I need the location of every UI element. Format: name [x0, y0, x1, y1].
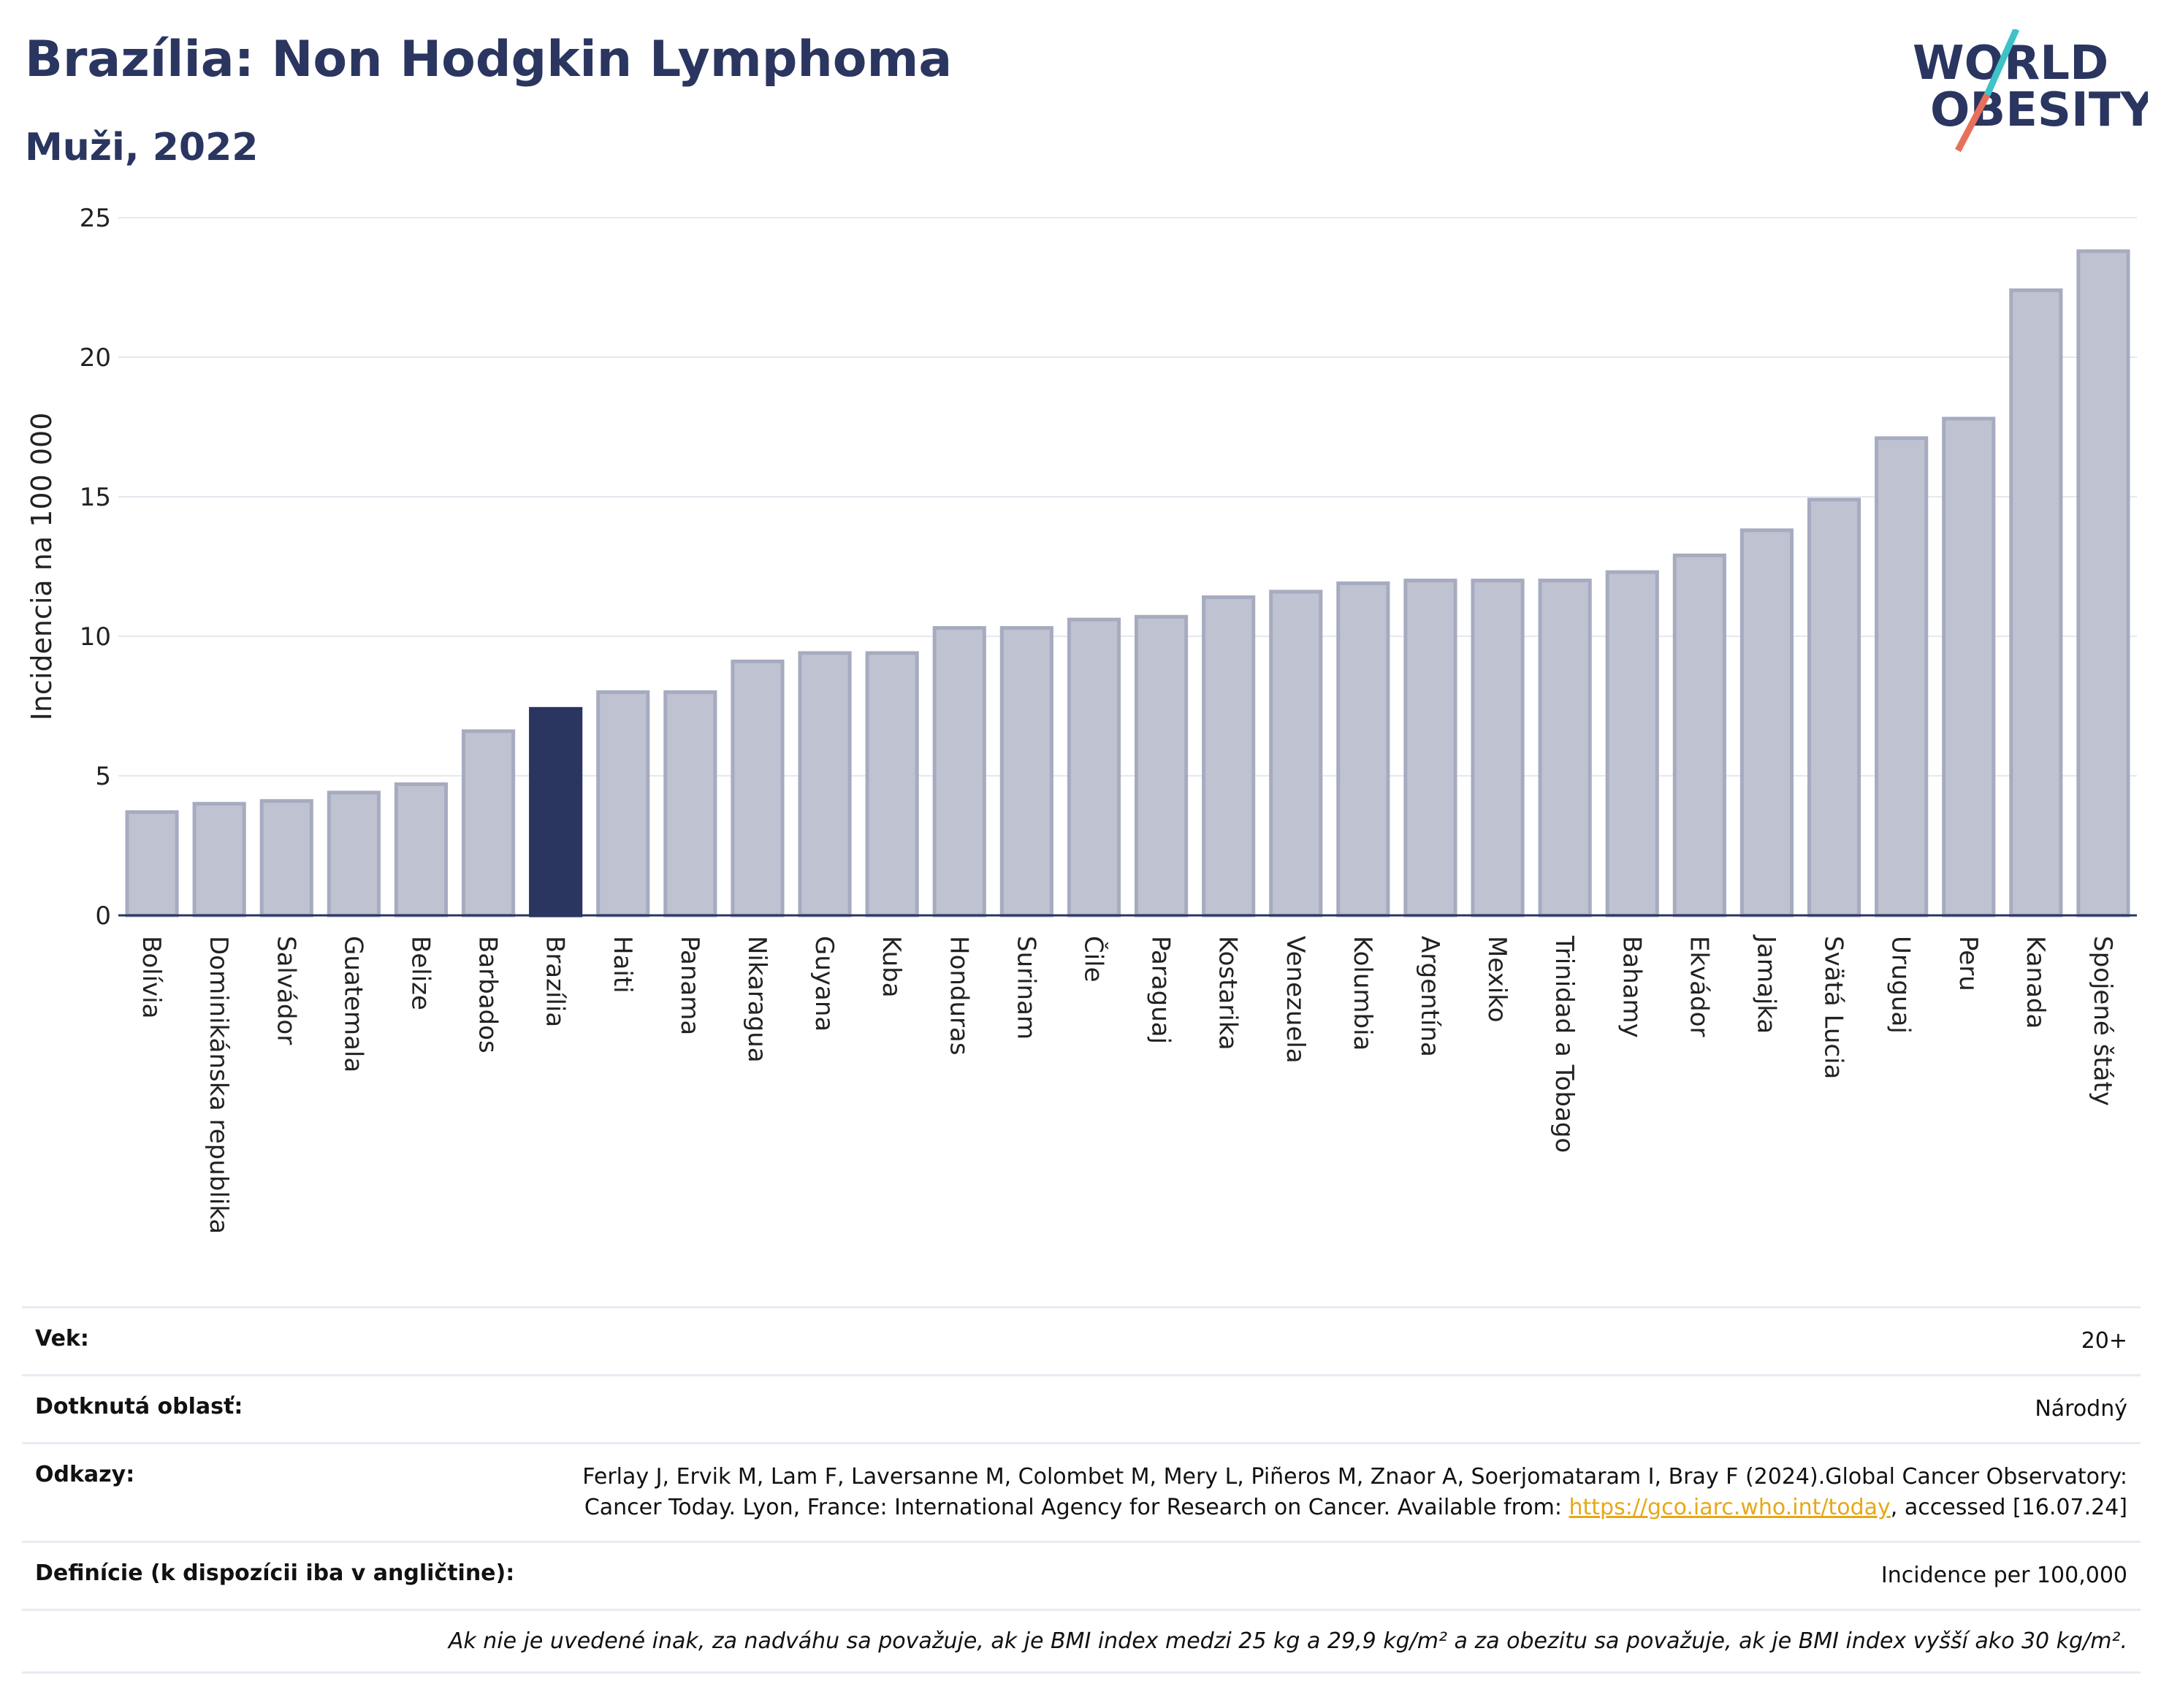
logo-slash-bottom — [1955, 93, 1990, 153]
page-title: Brazília: Non Hodgkin Lymphoma — [25, 31, 953, 88]
references-value: Ferlay J, Ervik M, Lam F, Laversanne M, … — [557, 1462, 2127, 1523]
x-tick-label: Guatemala — [338, 936, 367, 1072]
references-link[interactable]: https://gco.iarc.who.int/today — [1569, 1495, 1891, 1520]
x-tick-label: Ekvádor — [1684, 936, 1713, 1037]
x-tick-label: Dominikánska republika — [204, 936, 233, 1234]
bar — [1672, 553, 1726, 918]
x-tick-label: Kolumbia — [1348, 936, 1377, 1051]
x-tick-label: Uruguaj — [1886, 936, 1916, 1034]
bar — [865, 651, 919, 918]
y-axis-label: Incidencia na 100 000 — [26, 413, 58, 721]
y-tick-label: 20 — [80, 343, 111, 373]
area-label: Dotknutá oblasť: — [35, 1394, 243, 1419]
x-tick-label: Guyana — [809, 936, 839, 1032]
bar — [1739, 528, 1794, 918]
meta-row-definitions: Definície (k dispozícii iba v angličtine… — [22, 1541, 2141, 1609]
bar — [327, 790, 381, 918]
bar — [2009, 288, 2063, 918]
x-tick-label: Svätá Lucia — [1819, 936, 1848, 1079]
bar — [1875, 436, 1929, 918]
page-subtitle: Muži, 2022 — [25, 126, 259, 169]
bar — [461, 729, 516, 918]
bar — [1605, 570, 1659, 918]
bar — [1471, 579, 1525, 918]
bar — [731, 659, 785, 918]
x-tick-label: Nikaragua — [742, 936, 771, 1063]
x-tick-label: Kuba — [877, 936, 906, 998]
age-label: Vek: — [35, 1326, 89, 1351]
x-tick-label: Trinidad a Tobago — [1550, 935, 1579, 1153]
metadata-table: Vek: 20+ Dotknutá oblasť: Národný Odkazy… — [22, 1306, 2141, 1674]
bar — [1336, 581, 1390, 918]
bar — [1269, 590, 1323, 918]
bar — [192, 801, 246, 918]
area-value: Národný — [2035, 1396, 2127, 1422]
x-tick-label: Kostarika — [1213, 936, 1243, 1051]
age-value: 20+ — [2081, 1328, 2127, 1354]
bar — [1067, 617, 1121, 918]
meta-row-references: Odkazy: Ferlay J, Ervik M, Lam F, Lavers… — [22, 1442, 2141, 1541]
x-tick-label: Honduras — [944, 936, 973, 1056]
x-tick-label: Belize — [405, 936, 435, 1010]
world-obesity-logo: WORLD OBESITY — [1913, 29, 2148, 153]
bar — [596, 690, 650, 918]
x-tick-label: Paraguaj — [1146, 936, 1175, 1044]
bar — [999, 626, 1053, 918]
x-tick-label: Haiti — [608, 936, 637, 994]
x-tick-label: Mexiko — [1482, 936, 1512, 1023]
x-tick-label: Kanada — [2021, 936, 2050, 1029]
x-tick-label: Jamajka — [1751, 934, 1780, 1034]
bar — [1538, 579, 1592, 918]
bar — [932, 626, 986, 918]
bar — [663, 690, 717, 918]
bar — [125, 810, 179, 918]
logo-slash-top — [1983, 29, 2020, 96]
y-tick-label: 25 — [80, 204, 111, 233]
x-tick-label: Bahamy — [1617, 936, 1646, 1038]
x-tick-label: Čile — [1078, 936, 1108, 983]
meta-row-note: Ak nie je uvedené inak, za nadváhu sa po… — [22, 1609, 2141, 1674]
footnote: Ak nie je uvedené inak, za nadváhu sa po… — [448, 1628, 2127, 1654]
y-tick-label: 15 — [80, 483, 111, 512]
bar-chart: 0 5 10 15 20 25 Incidencia na 100 000 Bolívia Do… — [26, 204, 2137, 1234]
bar — [798, 651, 852, 918]
references-label: Odkazy: — [35, 1462, 135, 1487]
y-tick-label: 0 — [95, 901, 111, 931]
x-tick-label: Bolívia — [137, 936, 166, 1018]
bar — [394, 782, 449, 918]
references-accessed: , accessed [16.07.24] — [1890, 1495, 2127, 1520]
x-tick-label: Brazília — [541, 936, 570, 1027]
meta-row-area: Dotknutá oblasť: Národný — [22, 1374, 2141, 1442]
definitions-value: Incidence per 100,000 — [1880, 1563, 2127, 1588]
x-tick-label: Barbados — [473, 936, 503, 1053]
x-tick-label: Surinam — [1011, 936, 1040, 1040]
references-text: Ferlay J, Ervik M, Lam F, Laversanne M, … — [582, 1464, 2127, 1520]
bar — [1942, 416, 1996, 918]
y-tick-label: 10 — [80, 622, 111, 652]
definitions-label: Definície (k dispozícii iba v angličtine… — [35, 1560, 515, 1586]
y-tick-label: 5 — [95, 762, 111, 791]
x-tick-label: Spojené štáty — [2088, 936, 2117, 1106]
bar — [259, 798, 313, 918]
bar — [529, 706, 583, 918]
meta-row-age: Vek: 20+ — [22, 1306, 2141, 1374]
bar — [2076, 249, 2130, 918]
bar — [1202, 595, 1256, 918]
x-tick-label: Peru — [1954, 936, 1983, 991]
bar — [1403, 579, 1457, 918]
x-tick-label: Salvádor — [271, 936, 300, 1045]
x-tick-label: Venezuela — [1281, 936, 1310, 1064]
bar — [1134, 614, 1189, 918]
bar — [1807, 497, 1861, 918]
x-tick-label: Argentína — [1415, 936, 1444, 1057]
x-tick-label: Panama — [675, 936, 704, 1035]
